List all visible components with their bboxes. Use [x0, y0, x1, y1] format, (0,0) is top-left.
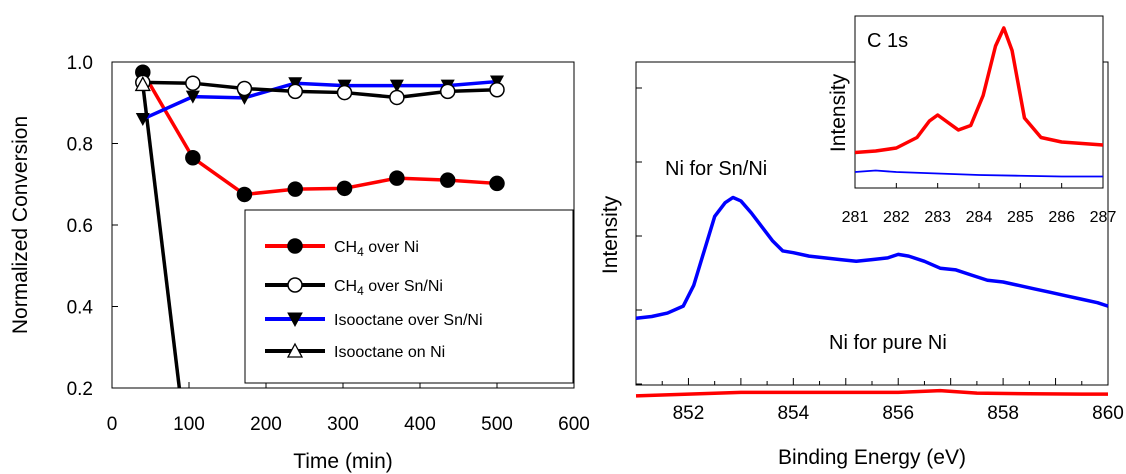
left-x-tick-label: 100 [173, 414, 205, 435]
right-x-tick-label: 852 [673, 403, 705, 424]
annotation-ni-snni: Ni for Sn/Ni [665, 158, 767, 180]
right-y-axis-label: Intensity [599, 195, 622, 274]
series-line [141, 71, 498, 197]
inset-x-tick-label: 287 [1090, 209, 1117, 226]
data-point [134, 76, 151, 92]
inset-x-ticks: 281 282 283 284 285 286 287 [842, 183, 1117, 226]
legend-label-ch4-ni-main: CH [334, 239, 357, 256]
svg-text:CH4 over Ni: CH4 over Ni [334, 239, 419, 259]
inset-x-tick-label: 282 [883, 209, 910, 226]
data-point [135, 113, 150, 127]
right-x-tick-label: 860 [1092, 403, 1124, 424]
legend-label-ch4-snni-sub: 4 [357, 284, 364, 298]
data-point [389, 79, 404, 93]
xps-series-line [635, 388, 1108, 398]
inset-title: C 1s [867, 30, 908, 52]
annotation-ni-pure: Ni for pure Ni [829, 332, 947, 354]
right-series [635, 195, 1109, 398]
right-x-axis-label: Binding Energy (eV) [778, 446, 966, 469]
legend-label-ch4-snni-rest: over Sn/Ni [364, 278, 443, 295]
left-x-tick-label: 200 [250, 414, 282, 435]
right-x-tick-label: 856 [882, 403, 914, 424]
data-point [439, 172, 456, 188]
left-y-tick-label: 0.8 [67, 135, 93, 156]
right-x-tick-label: 854 [777, 403, 809, 424]
inset-x-tick-label: 286 [1048, 209, 1075, 226]
legend-entry-ch4-ni: CH4 over Ni [265, 238, 419, 259]
data-point [287, 83, 304, 100]
right-x-tick-label: 858 [987, 403, 1019, 424]
left-x-tick-label: 300 [327, 414, 359, 435]
legend-entry-ch4-snni: CH4 over Sn/Ni [265, 277, 443, 298]
left-x-ticks: 0 100 200 300 400 500 600 [107, 382, 590, 435]
left-x-axis-label: Time (min) [293, 450, 393, 473]
left-y-tick-label: 0.4 [67, 298, 94, 319]
left-y-tick-label: 0.6 [67, 216, 93, 237]
left-x-tick-label: 500 [481, 414, 513, 435]
data-point [336, 84, 353, 101]
xps-series-line [635, 195, 1109, 320]
series-line [141, 84, 182, 388]
data-point [389, 89, 405, 106]
inset-x-tick-label: 284 [966, 209, 993, 226]
data-point [185, 75, 201, 91]
data-point [489, 175, 505, 192]
legend-label-ch4-ni-sub: 4 [357, 245, 364, 259]
left-x-tick-label: 0 [107, 414, 118, 435]
series-line [142, 79, 498, 121]
legend-label-ch4-snni-main: CH [334, 278, 357, 295]
data-point [389, 170, 405, 186]
xps-chart: 852 854 856 858 860 Binding Energy (eV) Inte… [599, 15, 1124, 469]
conversion-chart: 0 100 200 300 400 500 600 0.2 0.4 0.6 0.8 1.0 Time… [9, 53, 590, 473]
left-x-tick-label: 400 [404, 414, 436, 435]
inset-y-axis-label: Intensity [827, 73, 850, 152]
inset-series-line [854, 169, 1103, 178]
data-point [236, 80, 253, 97]
left-y-tick-label: 0.2 [67, 379, 93, 400]
inset-series [854, 26, 1104, 178]
inset-x-tick-label: 281 [842, 209, 869, 226]
data-point [185, 150, 201, 166]
data-point [287, 181, 304, 197]
inset-series-line [854, 26, 1104, 155]
right-y-ticks [636, 87, 642, 385]
left-series [141, 71, 498, 388]
legend: CH4 over Ni CH4 over Sn/Ni Isooctane ove… [244, 209, 574, 384]
legend-label-isooctane-snni: Isooctane over Sn/Ni [334, 312, 483, 329]
data-point [489, 81, 505, 98]
data-point [439, 83, 456, 100]
inset-x-tick-label: 285 [1007, 209, 1034, 226]
left-y-axis-label: Normalized Conversion [9, 116, 32, 334]
legend-entry-isooctane-snni: Isooctane over Sn/Ni [265, 312, 483, 329]
left-markers [134, 64, 505, 203]
left-y-tick-label: 1.0 [67, 53, 93, 74]
left-y-ticks: 0.2 0.4 0.6 0.8 1.0 [67, 53, 118, 400]
legend-label-isooctane-ni: Isooctane on Ni [334, 344, 445, 361]
data-point [185, 90, 200, 104]
series-line [142, 80, 498, 100]
data-point [336, 180, 353, 197]
c1s-inset: 281 282 283 284 285 286 287 C 1s Intensity [827, 15, 1117, 226]
data-point [236, 186, 253, 203]
svg-text:CH4 over Sn/Ni: CH4 over Sn/Ni [334, 278, 443, 298]
inset-x-tick-label: 283 [924, 209, 951, 226]
legend-entry-isooctane-ni: Isooctane on Ni [265, 342, 445, 361]
legend-label-ch4-ni-rest: over Ni [364, 239, 419, 256]
left-x-tick-label: 600 [558, 414, 590, 435]
right-x-ticks: 852 854 856 858 860 [635, 378, 1124, 424]
